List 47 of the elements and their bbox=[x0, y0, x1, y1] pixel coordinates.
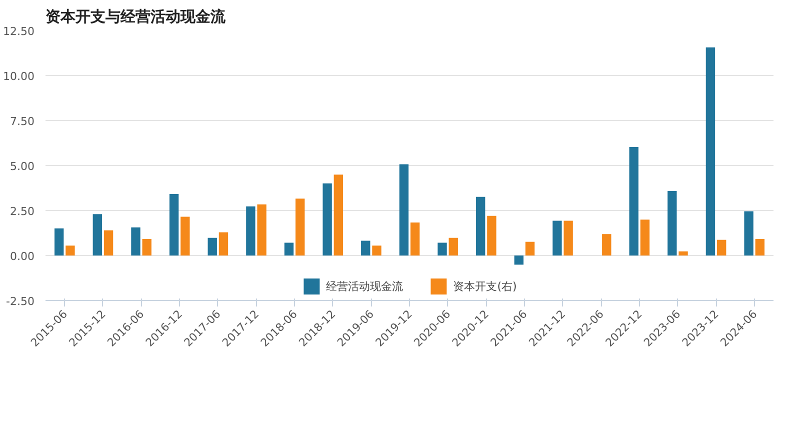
bar bbox=[716, 240, 726, 256]
bar bbox=[755, 238, 764, 256]
bar bbox=[361, 240, 370, 256]
bar bbox=[284, 242, 294, 256]
chart-title: 资本开支与经营活动现金流 bbox=[46, 8, 226, 26]
y-tick-label: -2.50 bbox=[6, 295, 35, 308]
bar bbox=[438, 242, 447, 256]
bar bbox=[678, 251, 688, 256]
y-tick-label: 5.00 bbox=[10, 160, 35, 173]
bar bbox=[66, 246, 75, 256]
bar bbox=[399, 164, 409, 256]
bar bbox=[131, 227, 140, 256]
y-tick-label: 10.00 bbox=[3, 70, 35, 83]
y-tick-label: 2.50 bbox=[10, 205, 35, 218]
bar bbox=[744, 211, 754, 256]
legend-label: 经营活动现金流 bbox=[326, 278, 404, 294]
y-tick-label: 7.50 bbox=[10, 115, 35, 128]
bar bbox=[322, 183, 332, 256]
y-tick-label: 0.00 bbox=[10, 250, 35, 263]
y-tick-label: 12.50 bbox=[3, 25, 35, 38]
bar bbox=[552, 220, 562, 256]
bar bbox=[296, 198, 305, 256]
bar bbox=[54, 228, 64, 256]
bar bbox=[180, 216, 190, 256]
bar bbox=[476, 196, 486, 256]
bar bbox=[706, 47, 716, 256]
bar bbox=[218, 232, 228, 256]
bar bbox=[487, 216, 496, 256]
bar bbox=[602, 234, 612, 256]
bar bbox=[448, 238, 458, 256]
bar bbox=[104, 230, 114, 256]
bar bbox=[668, 191, 677, 256]
bar bbox=[514, 256, 524, 265]
bar bbox=[564, 220, 573, 256]
bar bbox=[169, 194, 179, 256]
legend-label: 资本开支(右) bbox=[453, 278, 517, 294]
bar bbox=[92, 214, 102, 256]
bar bbox=[525, 242, 535, 256]
bar bbox=[629, 146, 638, 256]
bar bbox=[410, 222, 420, 256]
bar bbox=[142, 238, 152, 256]
bar bbox=[246, 206, 256, 256]
bar bbox=[257, 204, 266, 256]
bar bbox=[640, 220, 650, 256]
bar bbox=[372, 246, 382, 256]
bar bbox=[334, 174, 344, 256]
bar bbox=[208, 238, 217, 256]
